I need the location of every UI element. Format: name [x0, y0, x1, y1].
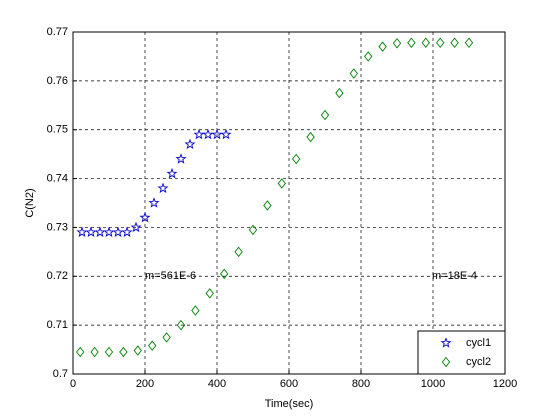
annotation: m=18E-4 [432, 270, 477, 282]
marker [202, 128, 214, 140]
y-tick-label: 0.71 [47, 319, 68, 331]
marker [103, 226, 115, 237]
x-tick-label: 0 [70, 378, 76, 390]
marker [157, 182, 169, 194]
marker [436, 37, 445, 48]
marker [76, 226, 88, 237]
marker [112, 226, 124, 237]
x-tick-label: 800 [352, 378, 370, 390]
marker [130, 221, 142, 233]
marker [166, 167, 178, 179]
legend-label: cycl2 [466, 356, 491, 368]
y-tick-label: 0.72 [47, 270, 68, 282]
marker [220, 268, 229, 280]
y-tick-label: 0.7 [53, 368, 68, 380]
marker [191, 305, 200, 316]
marker [349, 68, 358, 79]
marker [85, 226, 97, 237]
marker [364, 51, 373, 62]
x-tick-label: 200 [136, 378, 154, 390]
y-tick-label: 0.76 [47, 75, 68, 87]
marker [248, 224, 258, 236]
x-tick-label: 1000 [421, 378, 445, 390]
marker [94, 226, 106, 237]
marker [104, 346, 114, 358]
marker [148, 340, 157, 351]
x-tick-label: 1200 [493, 378, 517, 390]
marker [407, 37, 416, 48]
marker [162, 332, 171, 343]
marker [175, 153, 187, 164]
y-tick-label: 0.75 [47, 124, 68, 136]
marker [306, 131, 315, 143]
legend-marker [441, 356, 451, 368]
marker [184, 138, 196, 150]
marker [220, 128, 232, 140]
marker [378, 41, 387, 52]
legend-marker [440, 337, 452, 348]
marker [119, 346, 128, 358]
marker [335, 87, 344, 99]
marker [392, 38, 402, 49]
marker [148, 197, 160, 208]
annotation: m=561E-6 [145, 270, 196, 282]
legend-box [417, 330, 506, 375]
marker [176, 319, 186, 331]
marker [263, 200, 272, 211]
marker [464, 37, 474, 48]
marker [193, 128, 205, 140]
marker [211, 128, 223, 140]
x-tick-label: 400 [208, 378, 226, 390]
y-tick-label: 0.74 [47, 172, 68, 184]
marker [292, 153, 301, 165]
legend-label: cycl1 [466, 337, 491, 349]
marker [421, 37, 430, 48]
marker [133, 345, 142, 356]
marker [320, 109, 330, 121]
marker [450, 37, 459, 48]
marker [76, 346, 85, 358]
marker [121, 226, 133, 237]
axes-box [72, 31, 506, 375]
y-tick-label: 0.77 [47, 26, 68, 38]
marker [205, 288, 214, 299]
marker [277, 178, 286, 189]
marker [139, 211, 151, 223]
y-axis-label: C(N2) [24, 188, 36, 217]
marker [90, 346, 99, 358]
marker [234, 246, 243, 258]
x-tick-label: 600 [280, 378, 298, 390]
x-axis-label: Time(sec) [265, 398, 313, 410]
y-tick-label: 0.73 [47, 221, 68, 233]
